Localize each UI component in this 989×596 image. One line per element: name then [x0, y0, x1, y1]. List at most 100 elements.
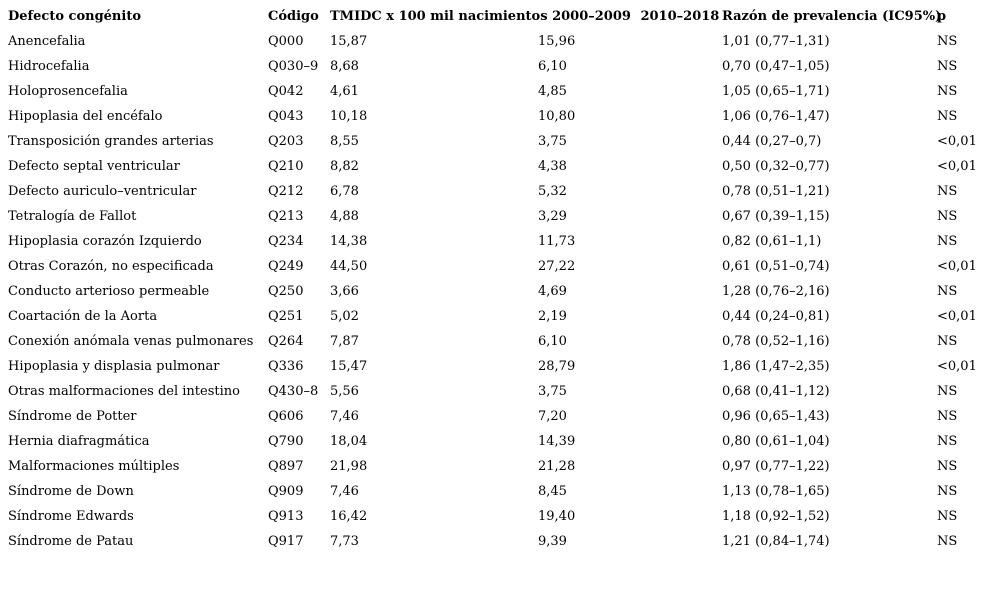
p-value-cell: NS	[937, 84, 958, 99]
code-cell: Q043	[268, 109, 304, 124]
tmidc-2000-2009-cell: 10,18	[330, 109, 368, 124]
p-value-cell: NS	[937, 409, 958, 424]
table-row: Conexión anómala venas pulmonares Q264 7,8…	[8, 329, 989, 354]
tmidc-2000-2009-cell: 21,98	[330, 459, 368, 474]
p-value-cell: NS	[937, 384, 958, 399]
p-value-cell: <0,01	[937, 159, 977, 174]
p-value-cell: <0,01	[937, 134, 977, 149]
tmidc-2000-2009-cell: 7,87	[330, 334, 359, 349]
ratio-cell: 0,70 (0,47–1,05)	[722, 59, 830, 74]
col-header-ratio: Razón de prevalencia (IC95%)	[722, 9, 942, 24]
tmidc-2000-2009-cell: 16,42	[330, 509, 368, 524]
table-row: Coartación de la Aorta Q251 5,02 2,19 0,44 (…	[8, 304, 989, 329]
defect-cell: Hipoplasia y displasia pulmonar	[8, 359, 220, 374]
tmidc-2010-2018-cell: 27,22	[538, 259, 576, 274]
table-row: Defecto septal ventricular Q210 8,82 4,38 0,…	[8, 154, 989, 179]
ratio-cell: 0,78 (0,51–1,21)	[722, 184, 830, 199]
tmidc-2000-2009-cell: 5,56	[330, 384, 359, 399]
code-cell: Q897	[268, 459, 304, 474]
ratio-cell: 0,44 (0,24–0,81)	[722, 309, 830, 324]
table-row: Hipoplasia del encéfalo Q043 10,18 10,80 1,0…	[8, 104, 989, 129]
tmidc-2000-2009-cell: 18,04	[330, 434, 368, 449]
code-cell: Q213	[268, 209, 304, 224]
tmidc-2010-2018-cell: 3,29	[538, 209, 567, 224]
col-header-period-2000-2009: 2000–2009	[552, 9, 631, 24]
table-row: Hidrocefalia Q030–9 8,68 6,10 0,70 (0,47–1,0…	[8, 54, 989, 79]
defect-cell: Conducto arterioso permeable	[8, 284, 210, 299]
table-body: Anencefalia Q000 15,87 15,96 1,01 (0,77–1,31…	[8, 29, 989, 554]
tmidc-2000-2009-cell: 7,46	[330, 409, 359, 424]
p-value-cell: NS	[937, 434, 958, 449]
p-value-cell: NS	[937, 534, 958, 549]
tmidc-2010-2018-cell: 9,39	[538, 534, 567, 549]
defect-cell: Conexión anómala venas pulmonares	[8, 334, 254, 349]
defect-cell: Otras malformaciones del intestino	[8, 384, 240, 399]
ratio-cell: 0,80 (0,61–1,04)	[722, 434, 830, 449]
code-cell: Q042	[268, 84, 304, 99]
p-value-cell: NS	[937, 209, 958, 224]
defect-cell: Otras Corazón, no especificada	[8, 259, 214, 274]
defect-cell: Anencefalia	[8, 34, 86, 49]
tmidc-2000-2009-cell: 3,66	[330, 284, 359, 299]
p-value-cell: NS	[937, 234, 958, 249]
defect-cell: Transposición grandes arterias	[8, 134, 214, 149]
code-cell: Q909	[268, 484, 304, 499]
col-header-p: p	[937, 9, 947, 24]
tmidc-2000-2009-cell: 8,55	[330, 134, 359, 149]
tmidc-2010-2018-cell: 10,80	[538, 109, 576, 124]
defect-cell: Coartación de la Aorta	[8, 309, 158, 324]
ratio-cell: 0,82 (0,61–1,1)	[722, 234, 822, 249]
table-row: Tetralogía de Fallot Q213 4,88 3,29 0,67 (0,…	[8, 204, 989, 229]
table-page: Defecto congénito Código TMIDC x 100 mil…	[0, 4, 989, 596]
tmidc-2010-2018-cell: 15,96	[538, 34, 576, 49]
tmidc-2000-2009-cell: 4,88	[330, 209, 359, 224]
table-row: Otras Corazón, no especificada Q249 44,50 2…	[8, 254, 989, 279]
tmidc-2010-2018-cell: 4,85	[538, 84, 567, 99]
defect-cell: Síndrome de Patau	[8, 534, 134, 549]
table-row: Holoprosencefalia Q042 4,61 4,85 1,05 (0,65–…	[8, 79, 989, 104]
code-cell: Q203	[268, 134, 304, 149]
table-row: Hipoplasia corazón Izquierdo Q234 14,38 11,…	[8, 229, 989, 254]
defect-cell: Defecto septal ventricular	[8, 159, 180, 174]
ratio-cell: 0,61 (0,51–0,74)	[722, 259, 830, 274]
code-cell: Q210	[268, 159, 304, 174]
ratio-cell: 0,96 (0,65–1,43)	[722, 409, 830, 424]
tmidc-2010-2018-cell: 7,20	[538, 409, 567, 424]
defect-cell: Hernia diafragmática	[8, 434, 150, 449]
tmidc-2000-2009-cell: 14,38	[330, 234, 368, 249]
p-value-cell: NS	[937, 484, 958, 499]
p-value-cell: <0,01	[937, 359, 977, 374]
tmidc-2010-2018-cell: 2,19	[538, 309, 567, 324]
ratio-cell: 1,05 (0,65–1,71)	[722, 84, 830, 99]
p-value-cell: <0,01	[937, 309, 977, 324]
tmidc-2010-2018-cell: 28,79	[538, 359, 576, 374]
code-cell: Q251	[268, 309, 304, 324]
tmidc-2000-2009-cell: 8,68	[330, 59, 359, 74]
ratio-cell: 1,21 (0,84–1,74)	[722, 534, 830, 549]
ratio-cell: 1,28 (0,76–2,16)	[722, 284, 830, 299]
col-header-tmidc-label: TMIDC x 100 mil nacimientos	[330, 9, 548, 24]
tmidc-2010-2018-cell: 3,75	[538, 384, 567, 399]
header-row: Defecto congénito Código TMIDC x 100 mil…	[8, 4, 989, 29]
table-row: Transposición grandes arterias Q203 8,55 3,…	[8, 129, 989, 154]
p-value-cell: NS	[937, 284, 958, 299]
defect-cell: Tetralogía de Fallot	[8, 209, 137, 224]
prevalence-table: Defecto congénito Código TMIDC x 100 mil…	[8, 4, 989, 554]
tmidc-2000-2009-cell: 44,50	[330, 259, 368, 274]
tmidc-2010-2018-cell: 3,75	[538, 134, 567, 149]
table-row: Síndrome de Down Q909 7,46 8,45 1,13 (0,78–1…	[8, 479, 989, 504]
code-cell: Q336	[268, 359, 304, 374]
ratio-cell: 0,78 (0,52–1,16)	[722, 334, 830, 349]
ratio-cell: 1,06 (0,76–1,47)	[722, 109, 830, 124]
code-cell: Q790	[268, 434, 304, 449]
defect-cell: Síndrome Edwards	[8, 509, 134, 524]
defect-cell: Síndrome de Potter	[8, 409, 137, 424]
defect-cell: Malformaciones múltiples	[8, 459, 180, 474]
tmidc-2010-2018-cell: 14,39	[538, 434, 576, 449]
table-row: Síndrome de Patau Q917 7,73 9,39 1,21 (0,84–…	[8, 529, 989, 554]
tmidc-2010-2018-cell: 11,73	[538, 234, 576, 249]
tmidc-2010-2018-cell: 6,10	[538, 59, 567, 74]
tmidc-2000-2009-cell: 8,82	[330, 159, 359, 174]
code-cell: Q234	[268, 234, 304, 249]
code-cell: Q606	[268, 409, 304, 424]
